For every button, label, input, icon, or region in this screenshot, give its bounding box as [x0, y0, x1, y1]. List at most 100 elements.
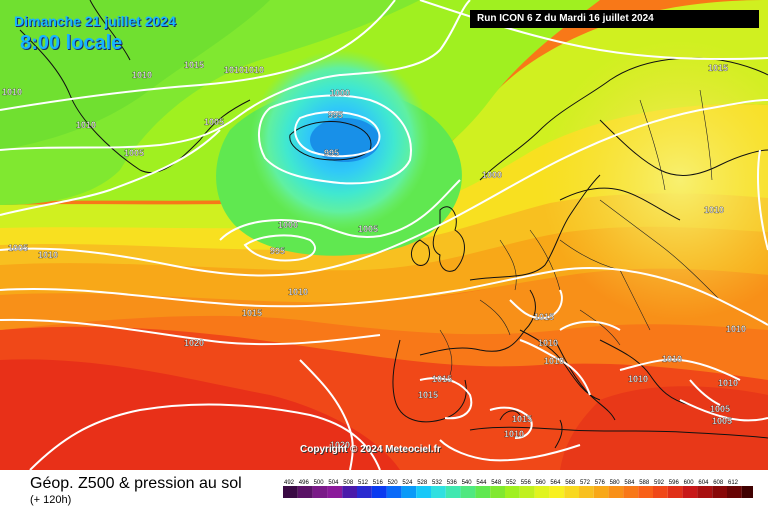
isobar-label-1005-b: 1005: [124, 148, 144, 158]
isobar-label-1005-f: 1005: [712, 416, 732, 426]
isobar-label-1010-a: 1010: [132, 70, 152, 80]
colorbar-swatch: [297, 486, 313, 498]
isobar-label-1005-a: 1005: [204, 117, 224, 127]
colorbar-label: 576: [595, 480, 606, 486]
colorbar-label: 516: [373, 480, 384, 486]
isobar-label-1015-f: 1015: [418, 390, 438, 400]
colorbar-label: 544: [476, 480, 487, 486]
isobar-label-1010-n: 1010: [718, 378, 738, 388]
isobar-label-1010-j: 1010: [726, 324, 746, 334]
copyright-notice: Copyright © 2024 Meteociel.fr: [300, 444, 441, 455]
isobar-label-995-c: 995: [270, 246, 285, 256]
isobar-label-1010-c: 1010: [2, 87, 22, 97]
isobar-label-1005-e: 1005: [710, 404, 730, 414]
colorbar-swatch: [283, 486, 298, 498]
colorbar-label: 608: [713, 480, 724, 486]
colorbar-label: 568: [565, 480, 576, 486]
colorbar-label: 592: [654, 480, 665, 486]
isobar-label-1010-b: 10101010: [224, 65, 264, 75]
colorbar-swatch: [623, 486, 639, 498]
colorbar-label: 520: [388, 480, 399, 486]
field-red-east: [560, 386, 768, 470]
colorbar-label: 572: [580, 480, 591, 486]
colorbar-label: 564: [550, 480, 561, 486]
colorbar-label: 560: [536, 480, 547, 486]
forecast-date: Dimanche 21 juillet 2024: [14, 13, 176, 29]
colorbar-label: 552: [506, 480, 517, 486]
colorbar-label: 580: [610, 480, 621, 486]
colorbar-label: 532: [432, 480, 443, 486]
colorbar-label: 528: [417, 480, 428, 486]
colorbar-label: 512: [358, 480, 369, 486]
coastlines: [19, 0, 768, 449]
colorbar-swatch: [371, 486, 387, 498]
isobar-label-1015-b: 1015: [708, 63, 728, 73]
colorbar-label: 540: [462, 480, 473, 486]
colorbar-swatch: [608, 486, 624, 498]
colorbar-swatch: [312, 486, 328, 498]
country-borders: [439, 89, 721, 376]
colorbar-swatch: [401, 486, 417, 498]
colorbar-swatch: [564, 486, 579, 498]
isobar-label-1010-g: 1010: [538, 338, 558, 348]
colorbar-swatch: [741, 486, 753, 498]
isobar-label-1000-c: 1000: [278, 220, 298, 230]
color-scale: 492 496 500 504 508 512 516 520 524 528 532 536 540 5…: [283, 480, 753, 498]
colorbar-label: 508: [343, 480, 354, 486]
isobar-labels: 1010 1015 10101010 1010 1010 1005 1005 1…: [2, 60, 746, 450]
map-title: Géop. Z500 & pression au sol: [30, 475, 242, 492]
isobar-label-1010-k: 1010: [662, 354, 682, 364]
isobar-label-1000-b: 1000: [482, 170, 502, 180]
colorbar-label: 492: [284, 480, 295, 486]
forecast-time: 8:00 locale: [20, 32, 123, 54]
isobar-label-1010-l: 1010: [504, 429, 524, 439]
colorbar-swatch: [519, 486, 535, 498]
colorbar-label: 556: [521, 480, 532, 486]
isobar-label-1010-h: 1010: [544, 356, 564, 366]
field-orange-mid: [0, 262, 768, 335]
colorbar-label: 596: [669, 480, 680, 486]
colorbar-swatch: [505, 486, 520, 498]
colorbar-swatch: [727, 486, 742, 498]
colorbar-swatch: [460, 486, 476, 498]
isobar-label-1000-a: 1000: [330, 88, 350, 98]
colorbar-label: 496: [299, 480, 310, 486]
isobar-label-1015-g: 1015: [512, 414, 532, 424]
isobar-label-1010-f: 1010: [288, 287, 308, 297]
forecast-map: 1010 1015 10101010 1010 1010 1005 1005 1…: [0, 0, 768, 470]
isobar-label-1005-c: 1005: [358, 224, 378, 234]
colorbar-swatch: [386, 486, 402, 498]
colorbar-swatch: [534, 486, 550, 498]
colorbar-swatch: [327, 486, 343, 498]
colorbar-swatch: [549, 486, 565, 498]
colorbar-swatch: [431, 486, 446, 498]
isobar-label-1015-d: 1015: [534, 312, 554, 322]
isobar-label-1020-a: 1020: [184, 338, 204, 348]
colorbar-swatch: [445, 486, 461, 498]
colorbar-swatch: [697, 486, 713, 498]
forecast-lead: (+ 120h): [30, 494, 72, 506]
colorbar-swatch: [653, 486, 668, 498]
run-info: Run ICON 6 Z du Mardi 16 juillet 2024: [470, 10, 759, 28]
field-green-deep: [0, 0, 270, 150]
colorbar-swatch: [712, 486, 727, 498]
colorbar-swatch: [682, 486, 698, 498]
isobar-label-1010-e: 1010: [38, 250, 58, 260]
isobar-label-1015-e: 1015: [432, 374, 452, 384]
isobar-label-1010-m: 1010: [628, 374, 648, 384]
isobar-label-1015-a: 1015: [184, 60, 204, 70]
colorbar-swatch: [667, 486, 683, 498]
field-deep-red: [0, 359, 400, 470]
colorbar-label: 604: [698, 480, 709, 486]
colorbar-label: 600: [684, 480, 695, 486]
colorbar-swatch: [342, 486, 357, 498]
isobar-label-995-a: 995: [328, 110, 343, 120]
colorbar-swatch: [357, 486, 372, 498]
low-pressure-eye: [310, 118, 380, 162]
colorbar-swatch: [490, 486, 505, 498]
isobar-label-1005-d: 1005: [8, 243, 28, 253]
colorbar-swatch: [638, 486, 653, 498]
warm-area-ne: [540, 40, 768, 320]
isobar-label-1015-c: 1015: [242, 308, 262, 318]
colorbar-label: 524: [402, 480, 413, 486]
